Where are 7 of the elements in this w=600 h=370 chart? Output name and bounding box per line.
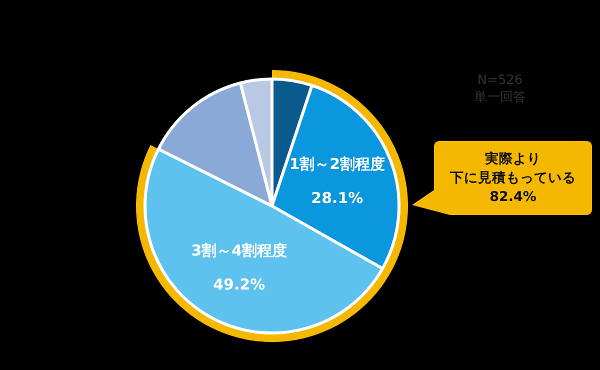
data-label: 49.2% xyxy=(213,276,266,294)
data-label: 28.1% xyxy=(311,188,364,207)
text: 82.4% xyxy=(490,189,537,205)
slice-label: 1割～2割程度 xyxy=(289,154,386,173)
slice-label: 3割～4割程度 xyxy=(191,242,288,260)
text: 下に見積もっている xyxy=(449,170,576,186)
text: 実際より xyxy=(485,150,541,167)
